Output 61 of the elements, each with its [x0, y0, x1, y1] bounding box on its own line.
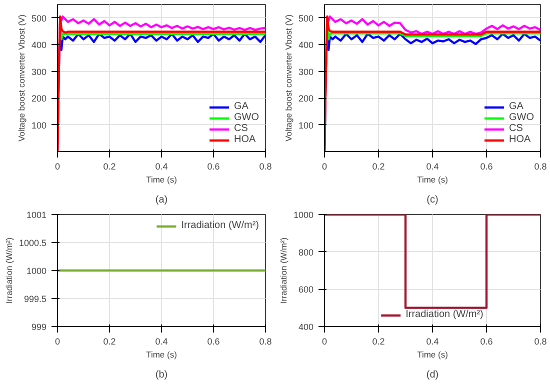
text: (a): [155, 194, 168, 206]
y-tick-label: 1000: [293, 210, 314, 220]
y-tick-label: 500: [31, 13, 47, 24]
x-tick-label: 0.4: [155, 336, 168, 346]
x-tick-label: 0.4: [426, 336, 439, 346]
y-tick-label: 500: [298, 13, 314, 24]
x-tick-label: 0.4: [426, 162, 439, 172]
y-tick-label: 999: [31, 322, 47, 332]
x-tick-label: 0.6: [207, 162, 220, 172]
x-tick-label: 0: [54, 162, 60, 172]
legend-label: HOA: [234, 134, 256, 145]
text: (d): [426, 370, 439, 380]
x-tick-label: 0.4: [155, 162, 168, 172]
x-tick-label: 0.6: [207, 336, 220, 346]
y-tick-label: 800: [298, 247, 314, 258]
x-axis-title: Time (s): [146, 174, 178, 184]
y-axis-title: Irradiation (W/m²): [278, 237, 288, 304]
x-tick-label: 0.8: [259, 336, 272, 346]
x-tick-label: 0.8: [534, 162, 547, 172]
y-tick-label: 200: [31, 94, 47, 104]
x-tick-label: 0: [322, 336, 328, 346]
y-tick-label: 600: [298, 284, 314, 295]
y-tick-label: 100: [31, 120, 47, 130]
x-axis-title: Time (s): [417, 350, 448, 360]
x-tick-label: 0: [54, 336, 60, 346]
x-tick-label: 0.6: [480, 162, 493, 172]
x-tick-label: 0.2: [103, 336, 116, 346]
legend-label: Irradiation (W/m²): [181, 220, 259, 231]
x-tick-label: 0.6: [480, 336, 493, 346]
legend-label: GWO: [234, 112, 259, 123]
y-tick-label: 300: [31, 66, 47, 77]
y-tick-label: 200: [298, 94, 314, 104]
x-tick-label: 0: [322, 162, 328, 172]
legend-label: Irradiation (W/m²): [406, 309, 484, 320]
y-tick-label: 400: [298, 322, 314, 332]
x-tick-label: 0.8: [534, 336, 547, 346]
x-tick-label: 0.8: [259, 162, 272, 172]
y-axis-title: Voltage boost converter Vbost (V): [16, 14, 26, 142]
y-axis-title: Irradiation (W/m²): [4, 237, 14, 304]
legend-label: CS: [509, 123, 524, 134]
text: (b): [155, 370, 168, 380]
x-tick-label: 0.2: [372, 336, 385, 346]
x-axis-title: Time (s): [146, 350, 178, 360]
y-tick-label: 400: [298, 40, 314, 50]
y-tick-label: 1001: [26, 210, 47, 220]
text: (c): [426, 194, 438, 206]
y-tick-label: 1000: [26, 266, 47, 276]
y-tick-label: 1000.5: [18, 238, 47, 248]
legend-label: HOA: [509, 134, 531, 145]
legend-label: GWO: [509, 112, 534, 123]
y-axis-title: Voltage boost converter Vbost (V): [283, 14, 294, 142]
legend-label: CS: [234, 123, 249, 134]
x-tick-label: 0.2: [372, 162, 385, 172]
x-tick-label: 0.2: [103, 162, 116, 172]
legend-label: GA: [509, 101, 524, 112]
x-axis-title: Time (s): [417, 174, 448, 184]
y-tick-label: 400: [31, 40, 47, 50]
y-tick-label: 300: [298, 66, 314, 77]
y-tick-label: 100: [298, 120, 314, 130]
y-tick-label: 999.5: [24, 294, 47, 304]
legend-label: GA: [234, 101, 250, 112]
